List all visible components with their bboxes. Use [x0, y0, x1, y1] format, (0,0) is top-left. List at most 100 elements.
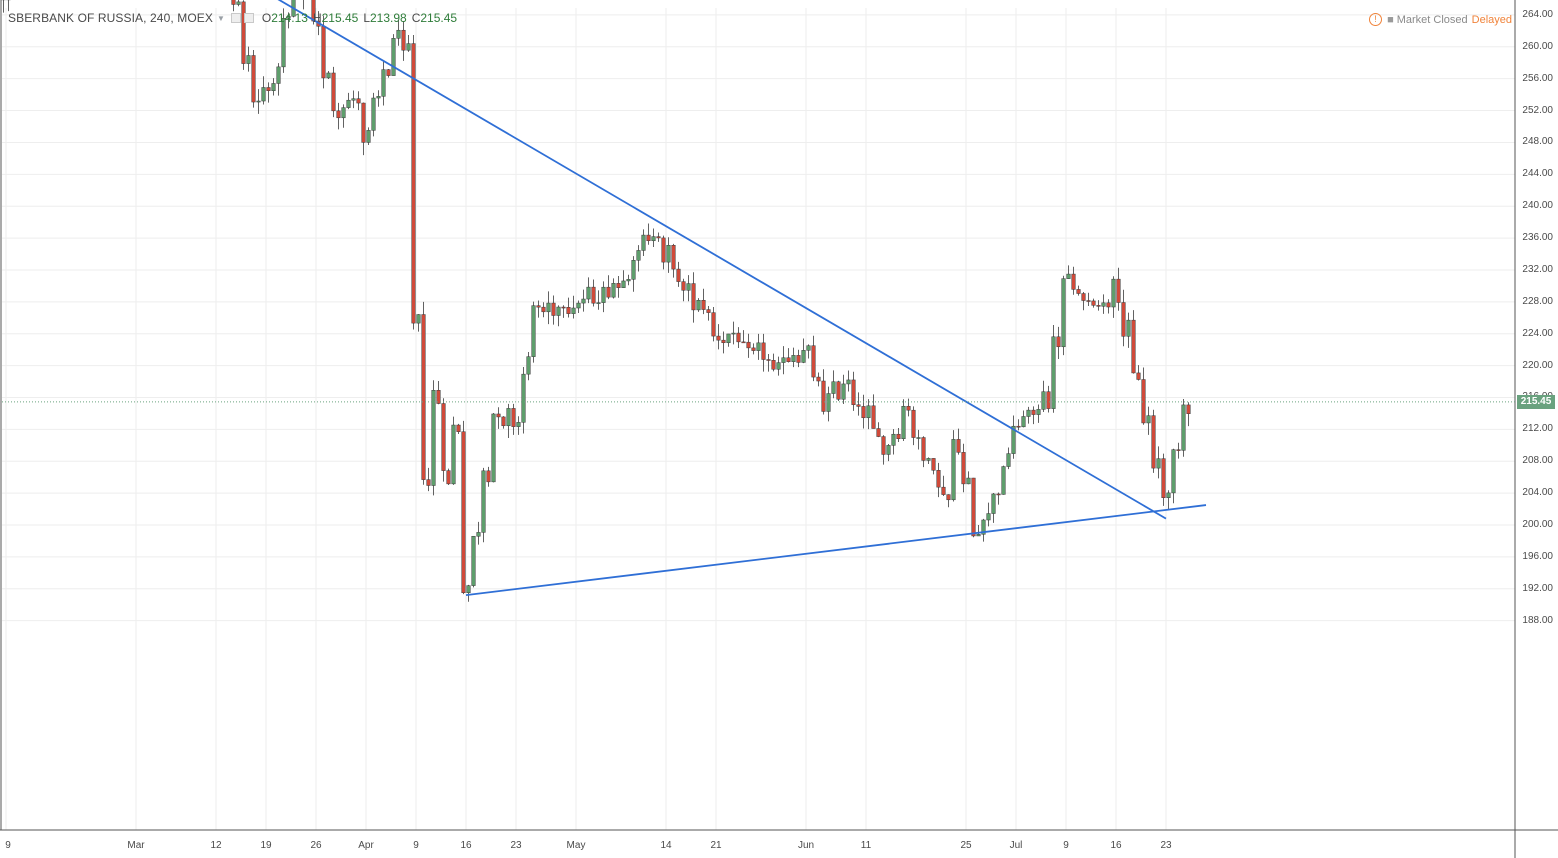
- candle-down: [591, 286, 596, 304]
- candle-down: [1081, 293, 1086, 301]
- candle-down: [961, 452, 966, 485]
- candle-down: [796, 355, 801, 363]
- candle-down: [911, 409, 916, 438]
- y-tick-label: 192.00: [1522, 582, 1553, 594]
- candle-down: [421, 314, 426, 480]
- x-tick-label: 16: [1110, 840, 1122, 851]
- candle-down: [876, 428, 881, 437]
- candle-up: [516, 422, 521, 427]
- candle-up: [326, 72, 331, 79]
- candle-up: [926, 458, 931, 461]
- candle-down: [741, 341, 746, 344]
- candle-up: [636, 250, 641, 261]
- candle-up: [1181, 404, 1186, 451]
- candle-down: [436, 390, 441, 404]
- x-tick-label: Apr: [358, 840, 374, 851]
- candle-up: [891, 433, 896, 446]
- market-status[interactable]: ! ■ Market Closed Delayed: [1369, 13, 1512, 26]
- candle-up: [651, 236, 656, 242]
- candle-down: [401, 29, 406, 51]
- high-value: 215.45: [321, 11, 359, 25]
- hide-icon[interactable]: [243, 13, 254, 23]
- candle-down: [706, 309, 711, 313]
- candle-up: [1001, 466, 1006, 495]
- candle-up: [351, 98, 356, 101]
- y-tick-label: 200.00: [1522, 519, 1553, 530]
- x-tick-label: 19: [260, 840, 272, 851]
- x-tick-label: 9: [5, 840, 11, 851]
- chevron-down-icon[interactable]: ▼: [216, 13, 225, 23]
- candle-down: [551, 302, 556, 316]
- candle-down: [811, 345, 816, 378]
- open-label: O: [261, 11, 272, 25]
- candle-down: [856, 404, 861, 407]
- y-tick-label: 196.00: [1522, 550, 1553, 562]
- candle-down: [821, 380, 826, 412]
- candle-up: [776, 362, 781, 370]
- candle-up: [731, 332, 736, 335]
- candle-down: [676, 268, 681, 282]
- candle-down: [356, 98, 361, 104]
- settings-icon[interactable]: [230, 13, 241, 23]
- x-tick-label: 25: [960, 840, 972, 851]
- y-tick-label: 260.00: [1522, 40, 1553, 52]
- candle-down: [1016, 425, 1021, 428]
- candle-down: [1086, 300, 1091, 302]
- candle-down: [691, 283, 696, 311]
- candle-up: [576, 302, 581, 309]
- candle-down: [871, 405, 876, 429]
- candle-up: [1061, 278, 1066, 348]
- candle-down: [851, 379, 856, 405]
- candle-up: [1156, 458, 1161, 469]
- candle-up: [546, 302, 551, 313]
- symbol-title[interactable]: SBERBANK OF RUSSIA, 240, MOEX: [8, 11, 213, 25]
- candle-down: [536, 305, 541, 308]
- low-label: L: [363, 11, 370, 25]
- y-tick-label: 208.00: [1522, 455, 1553, 467]
- candle-up: [756, 342, 761, 351]
- candle-down: [746, 341, 751, 349]
- candle-up: [586, 286, 591, 300]
- candle-up: [491, 413, 496, 483]
- y-tick-label: 264.00: [1522, 8, 1553, 20]
- y-tick-label: 212.00: [1522, 423, 1553, 435]
- x-tick-label: 9: [413, 840, 419, 851]
- candle-up: [631, 260, 636, 280]
- candle-down: [921, 437, 926, 461]
- candle-up: [986, 513, 991, 521]
- candle-up: [466, 585, 471, 594]
- y-tick-label: 248.00: [1522, 136, 1553, 148]
- status-dot-icon: ■: [1387, 13, 1394, 26]
- candle-up: [866, 405, 871, 419]
- candle-down: [561, 306, 566, 309]
- delayed-label: Delayed: [1471, 13, 1512, 26]
- candle-down: [896, 433, 901, 439]
- candle-down: [656, 236, 661, 239]
- candle-up: [371, 97, 376, 131]
- candle-down: [816, 376, 821, 382]
- candle-up: [1021, 416, 1026, 428]
- trendlines[interactable]: [16, 0, 1207, 597]
- candle-down: [1161, 458, 1166, 498]
- candle-down: [931, 458, 936, 471]
- candle-down: [1076, 289, 1081, 294]
- candle-up: [246, 55, 251, 64]
- candle-down: [941, 486, 946, 495]
- candle-up: [1101, 302, 1106, 307]
- candle-up: [686, 283, 691, 291]
- candle-up: [1041, 391, 1046, 410]
- candle-down: [1071, 273, 1076, 290]
- candle-down: [321, 26, 326, 79]
- grid-lines: [2, 8, 1515, 830]
- candle-up: [666, 245, 671, 263]
- candle-up: [596, 302, 601, 304]
- candle-down: [486, 470, 491, 483]
- candle-up: [391, 38, 396, 76]
- candle-down: [701, 299, 706, 310]
- candle-up: [381, 69, 386, 97]
- candle-up: [406, 43, 411, 51]
- candle-up: [281, 18, 286, 68]
- candle-down: [646, 234, 651, 242]
- candle-down: [511, 408, 516, 427]
